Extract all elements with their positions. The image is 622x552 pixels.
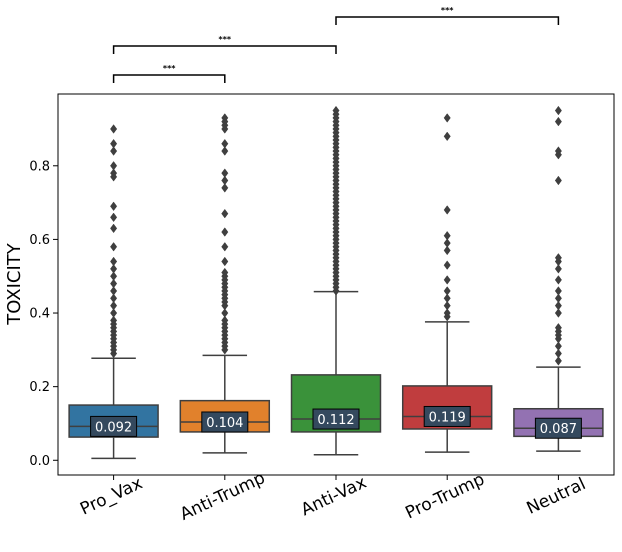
- significance-bracket: ***: [112, 35, 337, 54]
- outlier-point: [443, 238, 451, 248]
- significance-brackets: *** *** ***: [112, 6, 560, 83]
- outlier-point: [110, 256, 118, 267]
- outlier-point: [443, 293, 451, 304]
- outlier-point: [110, 212, 118, 223]
- outlier-point: [554, 146, 562, 156]
- outlier-point: [554, 356, 562, 366]
- box-group: 0.092: [68, 124, 159, 460]
- y-tick-label: 0.2: [29, 380, 50, 395]
- outlier-point: [443, 275, 451, 285]
- outlier-point: [554, 308, 562, 318]
- median-label-box: [201, 411, 249, 433]
- outlier-point: [110, 308, 118, 318]
- outlier-point: [221, 183, 229, 193]
- outlier-point: [110, 138, 118, 149]
- outlier-point: [221, 308, 229, 318]
- significance-bracket: ***: [335, 6, 560, 25]
- outlier-point: [110, 161, 118, 171]
- outlier-point: [443, 300, 451, 311]
- outlier-point: [443, 131, 451, 142]
- outlier-point: [443, 205, 451, 215]
- outlier-point: [554, 341, 562, 351]
- outlier-point: [221, 242, 229, 252]
- outlier-point: [554, 264, 562, 274]
- bracket-line: [335, 16, 560, 25]
- outlier-point: [221, 267, 229, 278]
- outlier-point: [110, 278, 118, 289]
- outlier-point: [221, 146, 229, 156]
- outlier-point: [221, 208, 229, 219]
- outlier-point: [110, 315, 118, 326]
- median-label: 0.092: [95, 420, 132, 435]
- significance-label: ***: [441, 6, 454, 15]
- outlier-point: [221, 315, 229, 326]
- outlier-point: [110, 271, 118, 281]
- outlier-point: [554, 116, 562, 127]
- median-label: 0.087: [540, 422, 577, 437]
- outlier-point: [110, 223, 118, 234]
- outlier-point: [110, 286, 118, 296]
- y-axis-label: TOXICITY: [4, 242, 25, 326]
- y-tick-label: 0.8: [29, 159, 50, 174]
- outlier-point: [221, 256, 229, 267]
- outlier-point: [110, 201, 118, 212]
- outlier-point: [443, 260, 451, 270]
- outlier-point: [554, 300, 562, 311]
- outlier-point: [554, 175, 562, 186]
- y-tick-label: 0.0: [29, 454, 50, 469]
- outlier-point: [443, 286, 451, 296]
- outlier-point: [332, 105, 340, 116]
- median-label: 0.104: [206, 416, 243, 431]
- outlier-point: [554, 323, 562, 333]
- outlier-point: [554, 275, 562, 285]
- outlier-point: [221, 138, 229, 149]
- outlier-point: [110, 168, 118, 178]
- outlier-point: [554, 293, 562, 304]
- median-label-box: [312, 408, 360, 430]
- outlier-point: [443, 113, 451, 123]
- outlier-point: [110, 146, 118, 156]
- median-label-box: [423, 405, 471, 427]
- outlier-point: [221, 113, 229, 123]
- significance-bracket: ***: [112, 64, 226, 83]
- outlier-point: [554, 286, 562, 296]
- outlier-point: [554, 253, 562, 263]
- box-group: 0.087: [513, 105, 604, 452]
- median-label-box: [534, 417, 582, 439]
- outlier-point: [443, 245, 451, 256]
- y-tick-label: 0.4: [29, 307, 50, 322]
- box-group: 0.112: [290, 105, 382, 456]
- outlier-point: [221, 168, 229, 178]
- median-label: 0.112: [317, 413, 354, 428]
- outlier-point: [110, 124, 118, 134]
- outlier-point: [110, 264, 118, 274]
- outlier-point: [110, 293, 118, 304]
- box-group: 0.119: [401, 113, 493, 453]
- bracket-line: [112, 45, 337, 54]
- outlier-point: [221, 227, 229, 237]
- outlier-point: [443, 308, 451, 318]
- outlier-point: [110, 300, 118, 311]
- significance-label: ***: [219, 35, 232, 44]
- box-group: 0.104: [179, 113, 271, 454]
- outlier-point: [554, 105, 562, 116]
- plot-area: 0.092 0.104 0.112 0.119 0.087: [68, 105, 604, 460]
- median-label-box: [90, 415, 138, 437]
- outlier-point: [110, 242, 118, 252]
- median-label: 0.119: [429, 410, 466, 425]
- outlier-point: [443, 230, 451, 241]
- y-tick-label: 0.6: [29, 233, 50, 248]
- significance-label: ***: [163, 64, 176, 73]
- outlier-point: [554, 348, 562, 359]
- bracket-line: [112, 74, 226, 83]
- outlier-point: [221, 175, 229, 186]
